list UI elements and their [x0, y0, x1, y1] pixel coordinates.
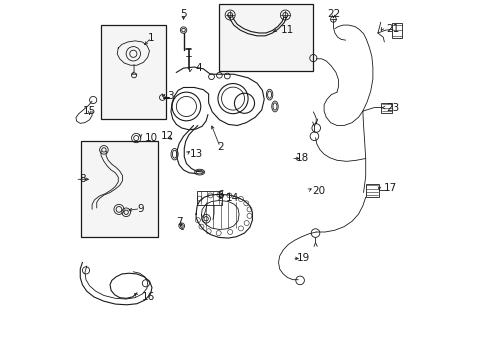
- Text: 9: 9: [137, 204, 143, 214]
- Text: 3: 3: [167, 91, 174, 101]
- Bar: [381, 103, 391, 113]
- Text: 16: 16: [142, 292, 155, 302]
- Text: 7: 7: [176, 217, 182, 227]
- Text: 8: 8: [80, 174, 86, 184]
- Text: 14: 14: [225, 193, 239, 203]
- Bar: [365, 184, 378, 197]
- Text: 18: 18: [295, 153, 308, 163]
- Bar: [219, 4, 312, 71]
- Text: 2: 2: [216, 142, 223, 152]
- Text: 19: 19: [296, 253, 309, 263]
- Text: 22: 22: [326, 9, 339, 19]
- Bar: [81, 140, 158, 237]
- Text: 12: 12: [161, 131, 174, 141]
- Bar: [197, 191, 222, 205]
- Text: 6: 6: [216, 190, 223, 200]
- Text: 20: 20: [311, 186, 325, 196]
- Text: 23: 23: [386, 103, 399, 113]
- Text: 4: 4: [195, 63, 201, 73]
- Text: 11: 11: [281, 25, 294, 35]
- Text: 15: 15: [83, 106, 96, 116]
- Text: 1: 1: [148, 33, 154, 42]
- Text: 17: 17: [383, 183, 396, 193]
- Text: 21: 21: [386, 24, 399, 35]
- Text: 10: 10: [144, 133, 158, 143]
- Text: 13: 13: [190, 149, 203, 159]
- Text: 5: 5: [180, 9, 186, 19]
- Bar: [391, 23, 402, 39]
- Bar: [101, 25, 166, 119]
